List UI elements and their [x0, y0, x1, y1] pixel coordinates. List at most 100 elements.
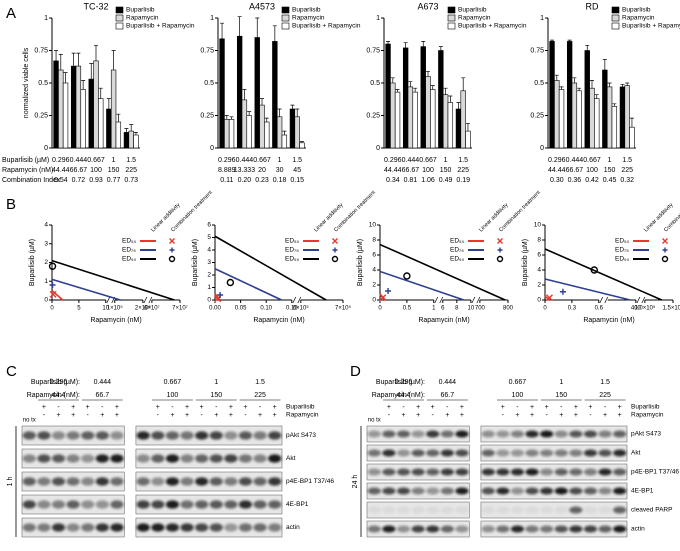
legend-swatch [447, 14, 456, 22]
lane-sign: + [214, 412, 218, 419]
bar [115, 121, 122, 149]
lane-sign: + [416, 412, 420, 419]
blot-band [481, 506, 495, 514]
error-bar [421, 41, 426, 47]
legend-label: Buparlisib + Rapamycin [458, 23, 527, 30]
error-bar [438, 46, 443, 51]
band-label: pAkt S473 [286, 432, 316, 439]
table-cell: 225 [621, 167, 633, 174]
band-label: actin [631, 526, 645, 533]
legend-swatch [281, 14, 290, 22]
y-tick-label: 0.75 [530, 47, 544, 54]
lane-sign: - [560, 404, 563, 411]
blot-band [540, 468, 554, 476]
panel-label: A [6, 5, 16, 22]
x-tick-label: 0 [378, 306, 382, 312]
legend-marker [169, 238, 175, 244]
blot-band [110, 523, 124, 532]
error-bar [408, 81, 413, 87]
legend-marker [169, 247, 175, 253]
blot-band [238, 523, 253, 532]
blot-band [151, 477, 165, 486]
isobole [214, 293, 221, 301]
blot-band [195, 523, 209, 532]
bar [402, 47, 409, 149]
lane-sign: + [530, 412, 534, 419]
band-label: Akt [631, 450, 641, 457]
blot-band [598, 449, 612, 457]
table-cell: 0.296 [384, 157, 402, 164]
bar [425, 76, 431, 149]
chart-title: RD [586, 1, 599, 11]
sign-row-label: Rapamycin [286, 412, 319, 419]
y-tick-label: 0.5 [534, 80, 544, 87]
table-cell: 0.93 [89, 177, 103, 184]
blot-band [613, 487, 627, 495]
lane-sign: + [71, 412, 75, 419]
blot-band [455, 506, 469, 514]
blot-strip [135, 517, 283, 538]
error-bar [260, 98, 264, 106]
table-cell: 1.06 [421, 177, 435, 184]
error-bar [559, 86, 564, 90]
dose-label: 44.4 [397, 392, 411, 399]
y-tick-label: 0.75 [366, 47, 380, 54]
table-cell: 1.5 [622, 157, 632, 164]
y-tick-label: 3 [44, 240, 48, 247]
error-bar [224, 115, 229, 120]
lane-sign: - [589, 412, 592, 419]
band-label: Akt [286, 455, 296, 462]
lane-sign: + [530, 404, 534, 411]
error-bar [426, 70, 430, 77]
bar [412, 91, 418, 149]
y-tick-label: 0.5 [38, 80, 48, 87]
dose-label: 0.667 [164, 379, 182, 386]
table-cell: 66.67 [566, 167, 584, 174]
table-cell: 45 [293, 167, 301, 174]
y-tick-label: 10 [534, 222, 542, 229]
y-tick-label: 0.25 [34, 112, 48, 119]
dose-label: 1 [559, 379, 563, 386]
blot-band [455, 430, 469, 438]
table-cell: 100 [586, 167, 598, 174]
blot-band [367, 430, 381, 438]
y-axis-label: Buparlisib (µM) [29, 239, 36, 286]
x-tick-label: 0.15 [286, 306, 298, 312]
blot-band [238, 477, 253, 486]
error-bar [94, 44, 98, 61]
bar [289, 108, 296, 149]
y-tick-label: 1 [44, 15, 48, 22]
error-bar [577, 87, 582, 91]
y-tick-label: 2 [537, 282, 541, 289]
bar [80, 89, 86, 149]
panel-label: B [6, 196, 16, 213]
blot-band [540, 430, 554, 438]
lane-sign: + [243, 404, 247, 411]
error-bar [590, 80, 594, 89]
x-tick-label: 0.10 [260, 306, 272, 312]
sign-row-label: Buparlisib [631, 404, 660, 411]
lane-sign: + [445, 412, 449, 419]
blot-band [110, 431, 124, 440]
table-cell: 1.5 [458, 157, 468, 164]
blot-band [136, 523, 150, 532]
legend-swatch [115, 6, 124, 14]
lane-sign: + [387, 404, 391, 411]
y-tick-label: 0.25 [366, 112, 380, 119]
blot-band [238, 454, 253, 463]
blot-band [554, 468, 568, 476]
lane-sign: + [229, 404, 233, 411]
blot-band [396, 506, 411, 514]
table-cell: 1 [112, 157, 116, 164]
y-tick-label: 4 [537, 267, 541, 274]
table-cell: 0.72 [72, 177, 86, 184]
lane-sign: + [170, 412, 174, 419]
x-tick-label: 6×10⁷ [144, 305, 160, 312]
blot-band [195, 500, 209, 509]
header-label: Rapamycin (nM): [372, 392, 425, 399]
blot-band [598, 468, 612, 476]
blot-band [22, 477, 36, 486]
blot-band [151, 431, 165, 440]
error-bar [629, 117, 634, 128]
